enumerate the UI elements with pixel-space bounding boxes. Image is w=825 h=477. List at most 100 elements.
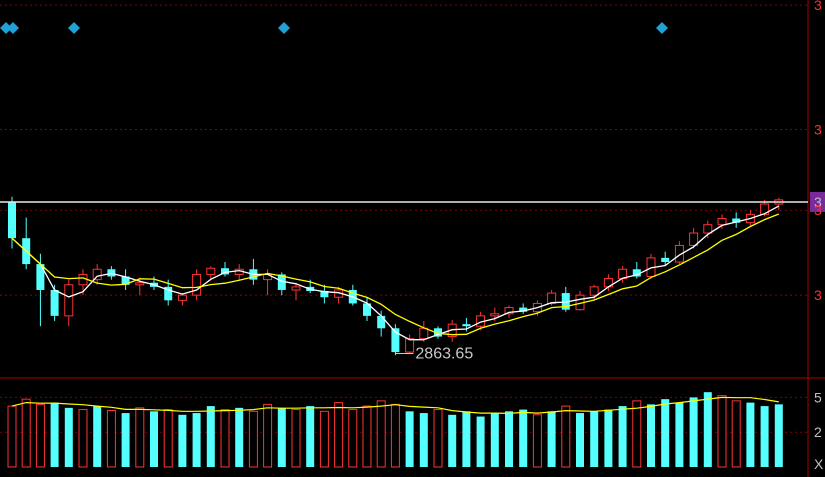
volume-bar xyxy=(774,404,783,467)
candle-body xyxy=(490,313,500,317)
candle-body xyxy=(547,292,557,304)
candle-body xyxy=(50,289,59,316)
volume-tick-label: 5 xyxy=(814,389,822,405)
candle-body xyxy=(363,303,371,316)
candle-body xyxy=(320,291,329,298)
candle-body xyxy=(589,286,599,296)
candle-body xyxy=(661,257,670,263)
signal-marker xyxy=(7,22,19,34)
volume-bar xyxy=(519,409,528,467)
volume-bar xyxy=(405,411,414,467)
candle-body xyxy=(192,273,202,296)
volume-bar xyxy=(348,409,358,468)
volume-bar xyxy=(661,399,670,467)
volume-bar xyxy=(604,409,613,467)
volume-bars xyxy=(7,392,783,468)
candle-body xyxy=(377,315,386,329)
price-tick-label: 3 xyxy=(814,0,822,13)
candle-body xyxy=(64,284,74,317)
candle-body xyxy=(121,276,130,285)
candle-body xyxy=(674,244,684,263)
volume-bar xyxy=(647,404,655,467)
volume-bar xyxy=(248,410,258,468)
candle-body xyxy=(504,307,514,315)
volume-bar xyxy=(64,407,73,467)
volume-bar xyxy=(192,413,201,467)
candle-body xyxy=(36,264,45,290)
volume-bar xyxy=(731,400,741,468)
price-tick-label: 3 xyxy=(814,202,822,218)
signal-markers xyxy=(0,22,668,34)
candle-body xyxy=(221,268,229,275)
volume-bar xyxy=(362,405,372,468)
volume-bar xyxy=(78,409,88,468)
low-annotation: 2863.65 xyxy=(395,346,473,363)
volume-bar xyxy=(121,413,130,467)
volume-bar xyxy=(590,411,599,467)
moving-average-line xyxy=(11,205,780,341)
volume-tick-label: 2 xyxy=(814,424,822,440)
candle-body xyxy=(177,294,187,301)
volume-bar xyxy=(50,402,59,467)
candle-body xyxy=(291,286,301,291)
volume-bar xyxy=(675,402,684,467)
volume-bar xyxy=(163,409,173,468)
candle-body xyxy=(561,293,570,310)
current-price-box xyxy=(810,191,825,212)
volume-bar xyxy=(319,410,329,468)
volume-bar xyxy=(462,411,471,467)
volume-bar xyxy=(206,406,215,467)
volume-bar xyxy=(35,403,45,468)
volume-bar xyxy=(376,400,386,468)
volume-bar xyxy=(448,414,457,467)
candle-body xyxy=(135,282,145,286)
volume-bar xyxy=(532,414,542,468)
candle-body xyxy=(405,338,415,353)
volume-bar xyxy=(717,395,727,468)
volume-bar xyxy=(150,411,158,467)
volume-bar xyxy=(476,416,485,467)
candle-body xyxy=(732,218,741,223)
moving-average-line xyxy=(11,213,780,336)
candle-body xyxy=(419,327,429,340)
volume-bar xyxy=(632,400,642,468)
volume-bar xyxy=(306,406,315,467)
signal-marker xyxy=(278,22,290,34)
price-tick-label: 3 xyxy=(814,287,822,303)
low-annotation-label: 2863.65 xyxy=(415,346,473,363)
volume-bar xyxy=(7,405,17,468)
signal-marker xyxy=(656,22,668,34)
volume-bar xyxy=(505,411,513,467)
volume-bar xyxy=(277,407,286,467)
volume-bar xyxy=(93,406,102,467)
candle-body xyxy=(434,328,442,337)
volume-bar xyxy=(760,406,769,467)
signal-marker xyxy=(0,22,12,34)
volume-bar xyxy=(291,409,301,468)
volume-bar xyxy=(178,414,187,467)
volume-bar xyxy=(576,413,584,467)
volume-bar xyxy=(547,411,556,467)
volume-bar xyxy=(689,397,698,467)
candle-body xyxy=(519,307,528,312)
volume-tick-label: X xyxy=(814,456,824,472)
candle-body xyxy=(689,232,699,246)
volume-bar xyxy=(618,406,627,467)
volume-bar xyxy=(135,407,145,468)
volume-bar xyxy=(561,405,571,468)
volume-bar xyxy=(334,402,344,468)
candle-body xyxy=(277,274,286,290)
candle-body xyxy=(632,269,641,277)
price-tick-label: 3 xyxy=(814,121,822,137)
volume-bar xyxy=(235,407,244,467)
volume-bar xyxy=(746,402,755,467)
current-price-label: 3 xyxy=(814,194,822,210)
candle-body xyxy=(8,201,16,239)
candle-body xyxy=(92,268,102,281)
volume-bar xyxy=(263,403,273,468)
candle-body xyxy=(703,224,713,234)
signal-marker xyxy=(68,22,80,34)
volume-bar xyxy=(220,409,230,468)
